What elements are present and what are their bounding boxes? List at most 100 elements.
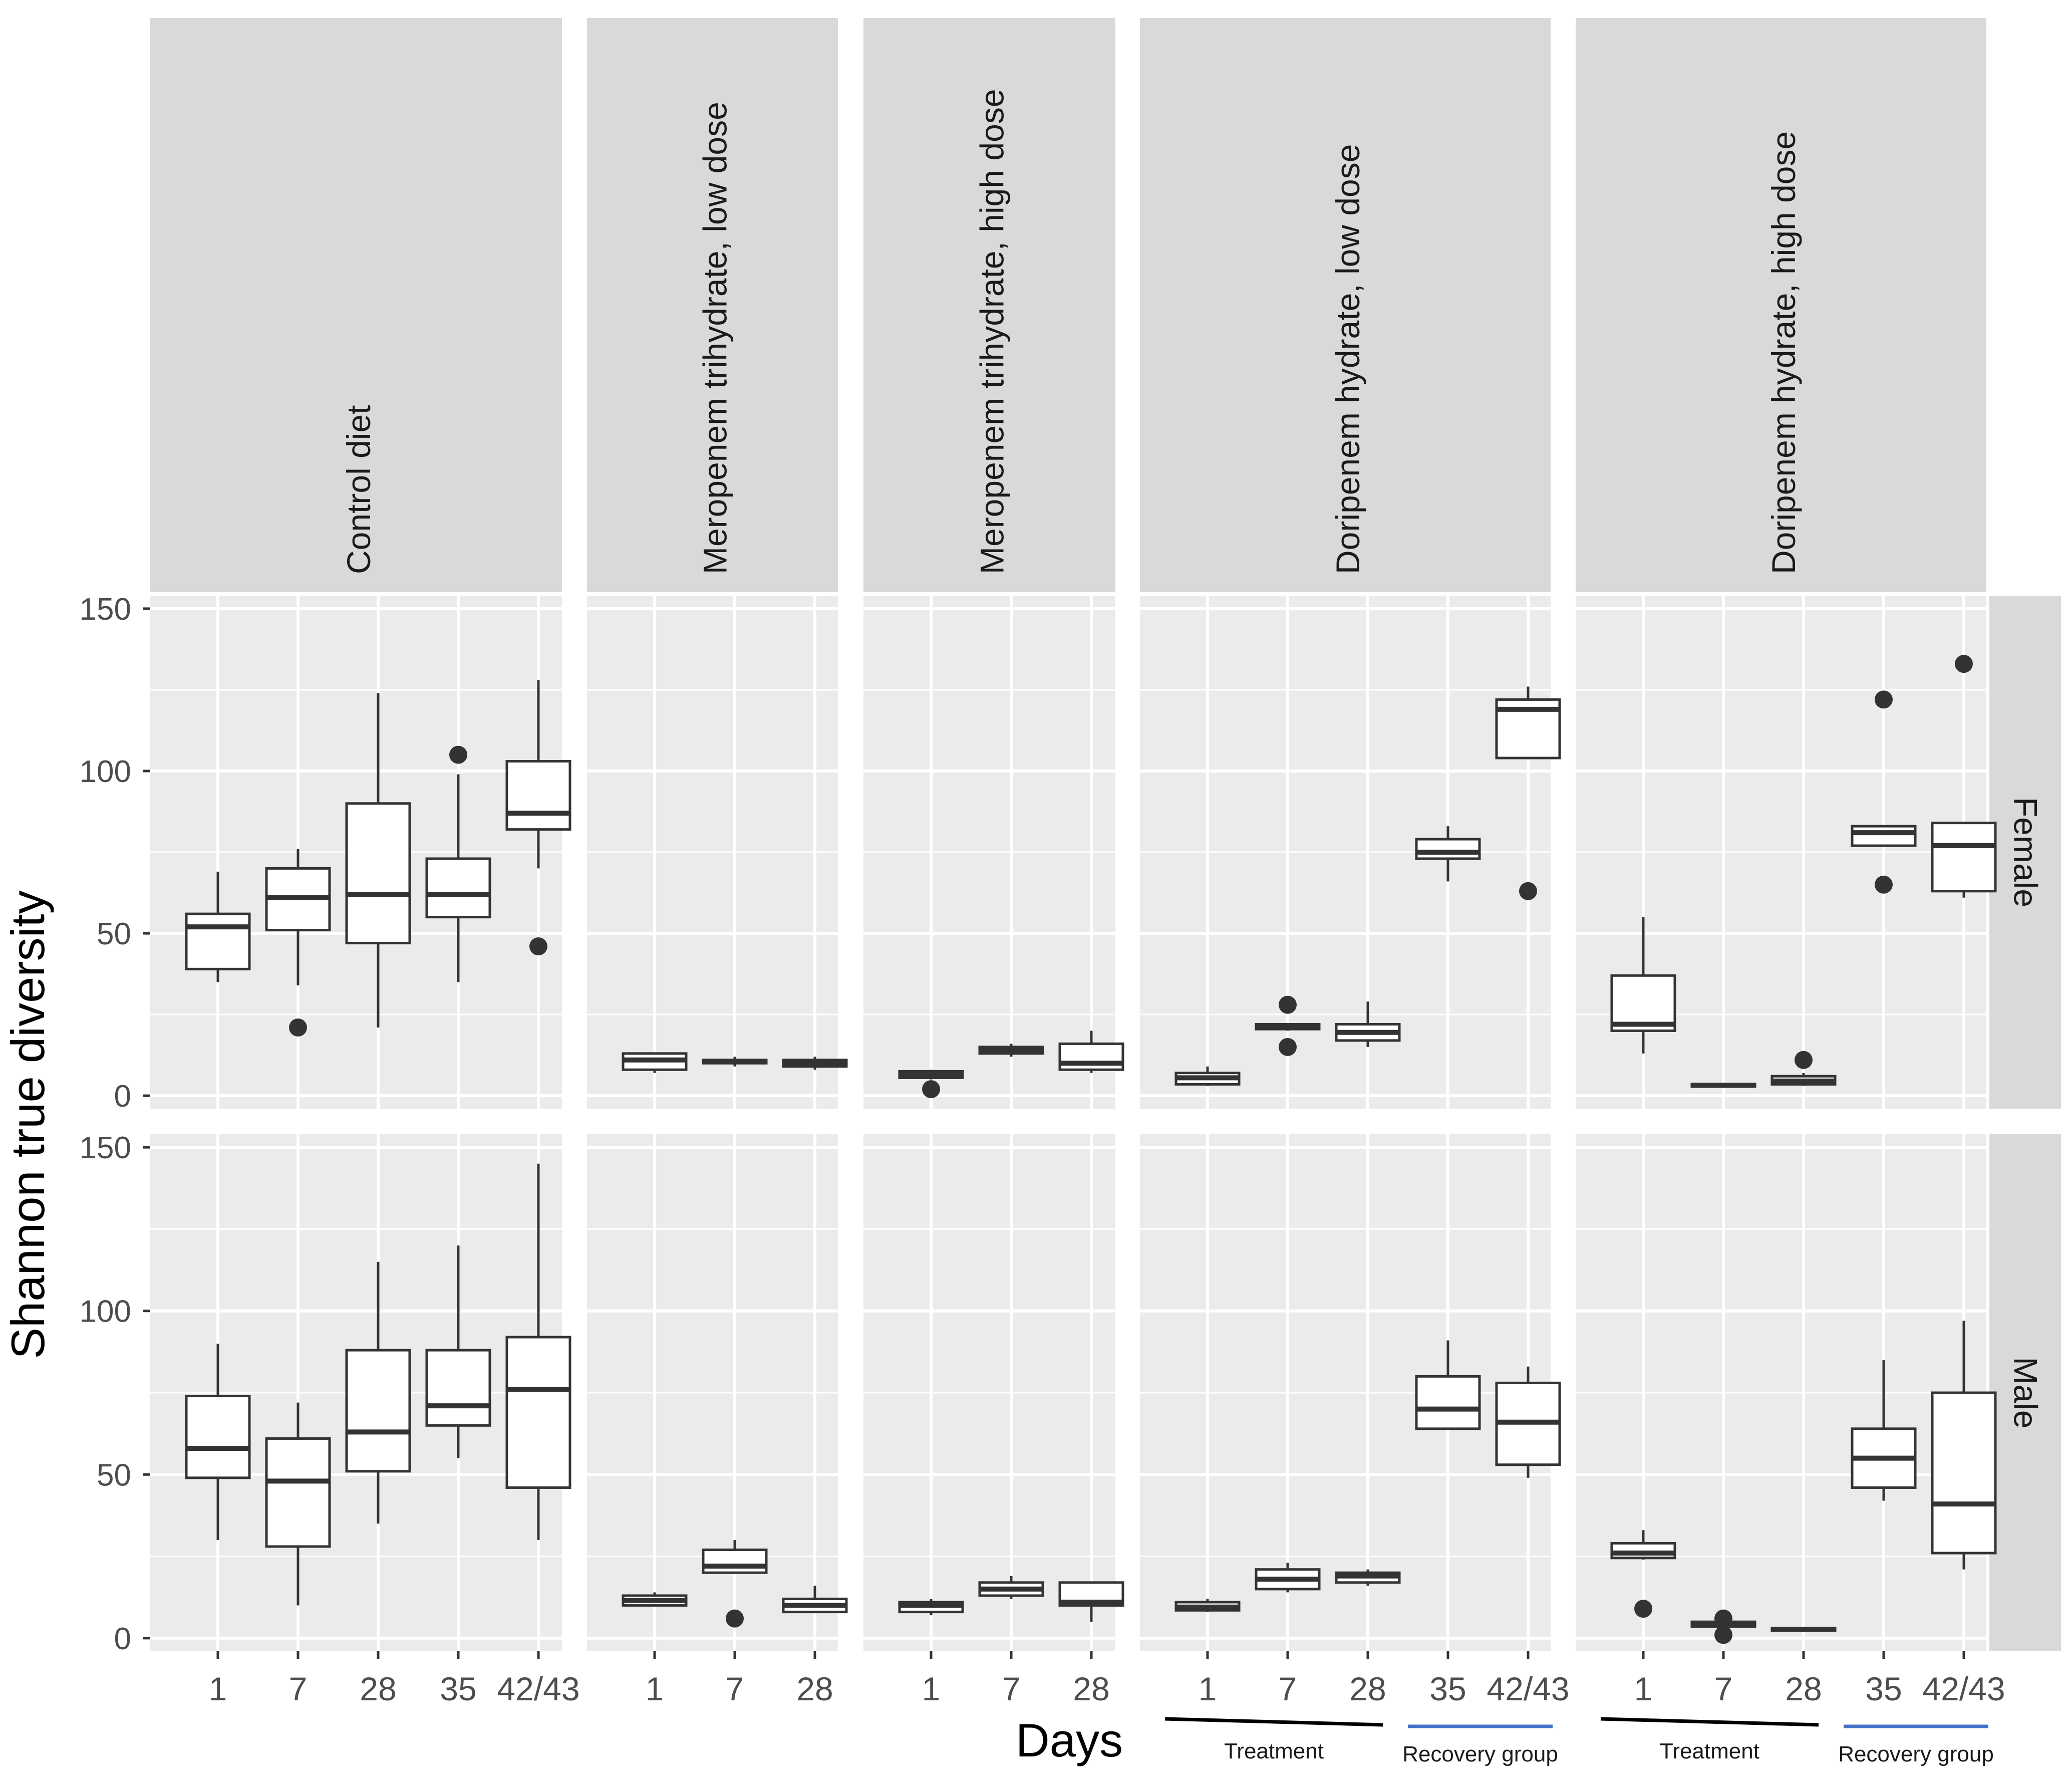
box-day-28	[345, 693, 411, 1028]
box-day-1	[185, 871, 251, 982]
box-day-28	[1770, 1627, 1837, 1632]
strip-control-diet	[150, 18, 562, 592]
strip-meropenem-trihydrate-high-dose	[863, 18, 1115, 592]
strip-label-meropenem-trihydrate-high-dose: Meropenem trihydrate, high dose	[974, 89, 1011, 574]
strip-label-control-diet: Control diet	[340, 405, 377, 574]
box-day-42-43	[505, 680, 571, 955]
outlier-point	[922, 1080, 940, 1099]
box-day-1	[898, 1070, 964, 1099]
box-iqr	[1851, 825, 1917, 847]
panel-female-meropenem-trihydrate-high-dose	[863, 596, 1124, 1109]
x-tick-label: 42/43	[1922, 1670, 2005, 1707]
box-day-28	[1058, 1581, 1124, 1622]
outlier-point	[1279, 995, 1297, 1014]
box-day-35	[1415, 826, 1481, 882]
row-strip-female	[1989, 596, 2061, 1109]
panel-female-doripenem-hydrate-high-dose	[1576, 596, 1997, 1109]
box-day-7	[265, 849, 331, 1037]
box-day-35	[1851, 1360, 1917, 1501]
treatment-label: Treatment	[1660, 1739, 1759, 1763]
box-iqr	[265, 1437, 331, 1548]
panel-male-meropenem-trihydrate-high-dose	[863, 1134, 1124, 1651]
y-tick-label: 50	[97, 917, 131, 951]
box-iqr	[1415, 1375, 1481, 1430]
x-axis-doripenem-hydrate-high-dose: 1 7 28 35 42/43	[1634, 1651, 2005, 1707]
x-tick-label: 1	[1634, 1670, 1653, 1707]
box-day-1	[898, 1599, 964, 1616]
outlier-point	[1714, 1626, 1732, 1644]
y-tick-label: 150	[80, 1131, 131, 1165]
x-tick-label: 28	[1073, 1670, 1109, 1707]
outlier-point	[726, 1609, 744, 1628]
x-axis-meropenem-trihydrate-high-dose: 1 7 28	[922, 1651, 1110, 1707]
x-tick-label: 7	[1714, 1670, 1733, 1707]
strip-meropenem-trihydrate-low-dose	[587, 18, 838, 592]
x-axis-control-diet: 1 7 28 35 42/43	[209, 1651, 580, 1707]
x-tick-label: 1	[209, 1670, 227, 1707]
y-axes: 0 50 100 150 0 50 100 150	[80, 592, 150, 1656]
box-day-35	[1851, 690, 1917, 894]
box-iqr	[345, 802, 411, 944]
strip-doripenem-hydrate-high-dose	[1576, 18, 1986, 592]
x-tick-label: 1	[922, 1670, 941, 1707]
phase-annotations: Treatment Recovery group Treatment Recovery…	[1164, 1717, 1994, 1766]
box-day-42-43	[1495, 686, 1561, 900]
panel-male-control-diet	[150, 1134, 571, 1651]
row-strip-male	[1989, 1134, 2061, 1651]
box-iqr	[1058, 1042, 1124, 1071]
y-tick-label: 0	[114, 1079, 131, 1114]
recovery-label: Recovery group	[1402, 1742, 1558, 1766]
box-day-1	[1174, 1066, 1241, 1086]
box-day-28	[345, 1261, 411, 1524]
facet-strips: Control diet Meropenem trihydrate, low do…	[150, 18, 2061, 1651]
outlier-point	[1795, 1051, 1813, 1069]
x-axes: 1 7 28 35 42/43 1 7 28 1 7 28 1 7 28 35 42/43 1 7 28 35 42/4…	[209, 1651, 2005, 1707]
box-day-7	[702, 1540, 768, 1628]
outlier-point	[449, 745, 467, 764]
x-tick-label: 1	[1199, 1670, 1217, 1707]
outlier-point	[1634, 1600, 1652, 1618]
box-day-28	[1058, 1031, 1124, 1073]
x-tick-label: 42/43	[497, 1670, 579, 1707]
y-tick-label: 100	[80, 754, 131, 789]
outlier-point	[1714, 1609, 1732, 1628]
box-iqr	[702, 1549, 768, 1574]
box-day-28	[1770, 1051, 1837, 1086]
outlier-point	[1519, 882, 1537, 900]
x-tick-label: 28	[360, 1670, 396, 1707]
outlier-point	[1875, 875, 1893, 894]
box-day-7	[1255, 1563, 1321, 1593]
outlier-point	[1955, 655, 1973, 673]
box-day-7	[1690, 1083, 1756, 1088]
x-tick-label: 7	[1279, 1670, 1297, 1707]
y-tick-label: 150	[80, 592, 131, 627]
box-day-1	[185, 1344, 251, 1540]
box-day-28	[1335, 1001, 1401, 1047]
box-day-42-43	[505, 1163, 571, 1540]
box-day-28	[1335, 1569, 1401, 1586]
strip-label-doripenem-hydrate-high-dose: Doripenem hydrate, high dose	[1765, 131, 1802, 574]
box-day-28	[782, 1586, 848, 1614]
box-day-35	[425, 1245, 491, 1458]
treatment-line	[1164, 1717, 1383, 1727]
y-tick-label: 50	[97, 1458, 131, 1492]
panel-female-doripenem-hydrate-low-dose	[1140, 596, 1561, 1109]
x-tick-label: 7	[289, 1670, 308, 1707]
outlier-point	[529, 937, 547, 955]
box-day-1	[622, 1052, 688, 1073]
box-iqr	[1931, 822, 1997, 893]
y-axis-female: 0 50 100 150	[80, 592, 150, 1114]
x-tick-label: 35	[1865, 1670, 1902, 1707]
strip-label-meropenem-trihydrate-low-dose: Meropenem trihydrate, low dose	[697, 102, 734, 574]
panel-male-doripenem-hydrate-high-dose	[1576, 1134, 1997, 1651]
x-tick-label: 28	[1785, 1670, 1822, 1707]
y-axis-male: 0 50 100 150	[80, 1131, 150, 1656]
x-tick-label: 1	[646, 1670, 664, 1707]
treatment-line	[1600, 1717, 1819, 1727]
phase-annotation-doripenem-hydrate-low-dose: Treatment Recovery group	[1164, 1717, 1558, 1766]
x-axis-doripenem-hydrate-low-dose: 1 7 28 35 42/43	[1199, 1651, 1570, 1707]
box-day-42-43	[1931, 655, 1997, 898]
outlier-point	[1875, 690, 1893, 709]
box-day-1	[1610, 1530, 1676, 1618]
